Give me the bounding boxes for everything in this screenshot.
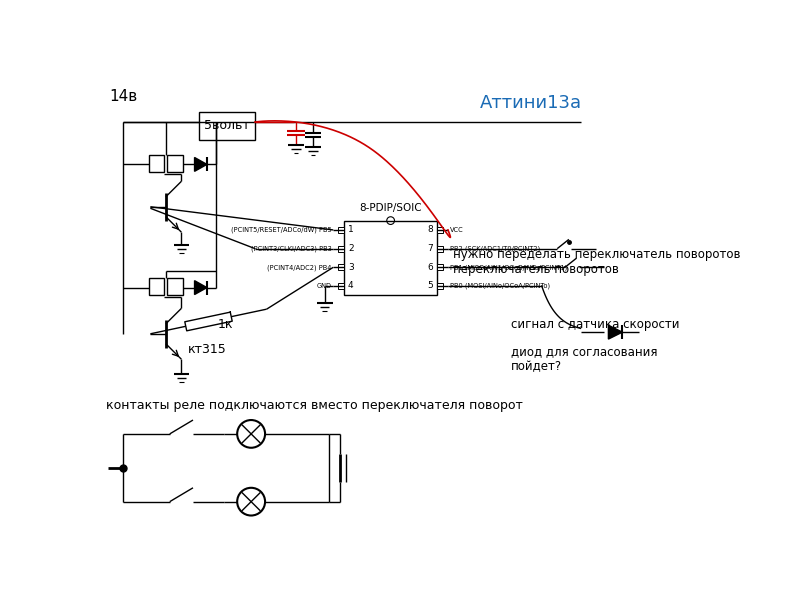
Bar: [338, 227, 344, 233]
Text: GND: GND: [317, 283, 332, 289]
Text: 5вольт: 5вольт: [204, 119, 250, 133]
Bar: [149, 278, 164, 295]
Text: контакты реле подключаются вместо переключателя поворот: контакты реле подключаются вместо перекл…: [106, 399, 523, 412]
Text: сигнал с датчика скорости: сигнал с датчика скорости: [510, 319, 679, 331]
Text: 7: 7: [427, 244, 434, 253]
Text: (PCINT4/ADC2) PB4: (PCINT4/ADC2) PB4: [267, 264, 332, 271]
Bar: [437, 245, 443, 251]
Bar: [167, 155, 183, 172]
Text: 2: 2: [348, 244, 354, 253]
Text: переключатель поворотов: переключатель поворотов: [453, 263, 618, 276]
Text: PB1 (MISO/AIN1/OCoB/INTo/PCINT1): PB1 (MISO/AIN1/OCoB/INTo/PCINT1): [450, 264, 566, 271]
Text: 1: 1: [348, 226, 354, 235]
Bar: [149, 155, 164, 172]
Bar: [199, 112, 255, 140]
Text: VCC: VCC: [450, 227, 463, 233]
Bar: [338, 264, 344, 271]
Text: диод для согласования
пойдет?: диод для согласования пойдет?: [510, 346, 658, 373]
Text: 3: 3: [348, 263, 354, 272]
Bar: [437, 227, 443, 233]
Polygon shape: [194, 281, 207, 295]
Text: 5: 5: [427, 281, 434, 290]
Text: 6: 6: [427, 263, 434, 272]
Text: (PCINT5/RESET/ADCo/dW) PB5: (PCINT5/RESET/ADCo/dW) PB5: [231, 227, 332, 233]
Text: кт315: кт315: [187, 343, 226, 356]
Text: 1к: 1к: [218, 317, 234, 331]
Text: Аттини13а: Аттини13а: [480, 94, 582, 112]
Polygon shape: [609, 325, 622, 339]
Bar: [344, 221, 437, 295]
Bar: [437, 283, 443, 289]
Bar: [167, 278, 183, 295]
Text: 14в: 14в: [110, 89, 138, 104]
Text: PB2 (SCK/ADC1/T0/PCINT2): PB2 (SCK/ADC1/T0/PCINT2): [450, 245, 540, 252]
Text: 4: 4: [348, 281, 354, 290]
Polygon shape: [194, 157, 207, 172]
Text: 8-PDIP/SOIC: 8-PDIP/SOIC: [359, 203, 422, 213]
Bar: [338, 245, 344, 251]
Bar: [437, 264, 443, 271]
Text: нужно переделать переключатель поворотов: нужно переделать переключатель поворотов: [453, 248, 740, 260]
Text: (PCINT3/CLKI/ADC3) PB3: (PCINT3/CLKI/ADC3) PB3: [251, 245, 332, 252]
Bar: [338, 283, 344, 289]
Text: PB0 (MOSI/AINо/OCoA/PCINTo): PB0 (MOSI/AINо/OCoA/PCINTo): [450, 283, 550, 289]
Text: 8: 8: [427, 226, 434, 235]
